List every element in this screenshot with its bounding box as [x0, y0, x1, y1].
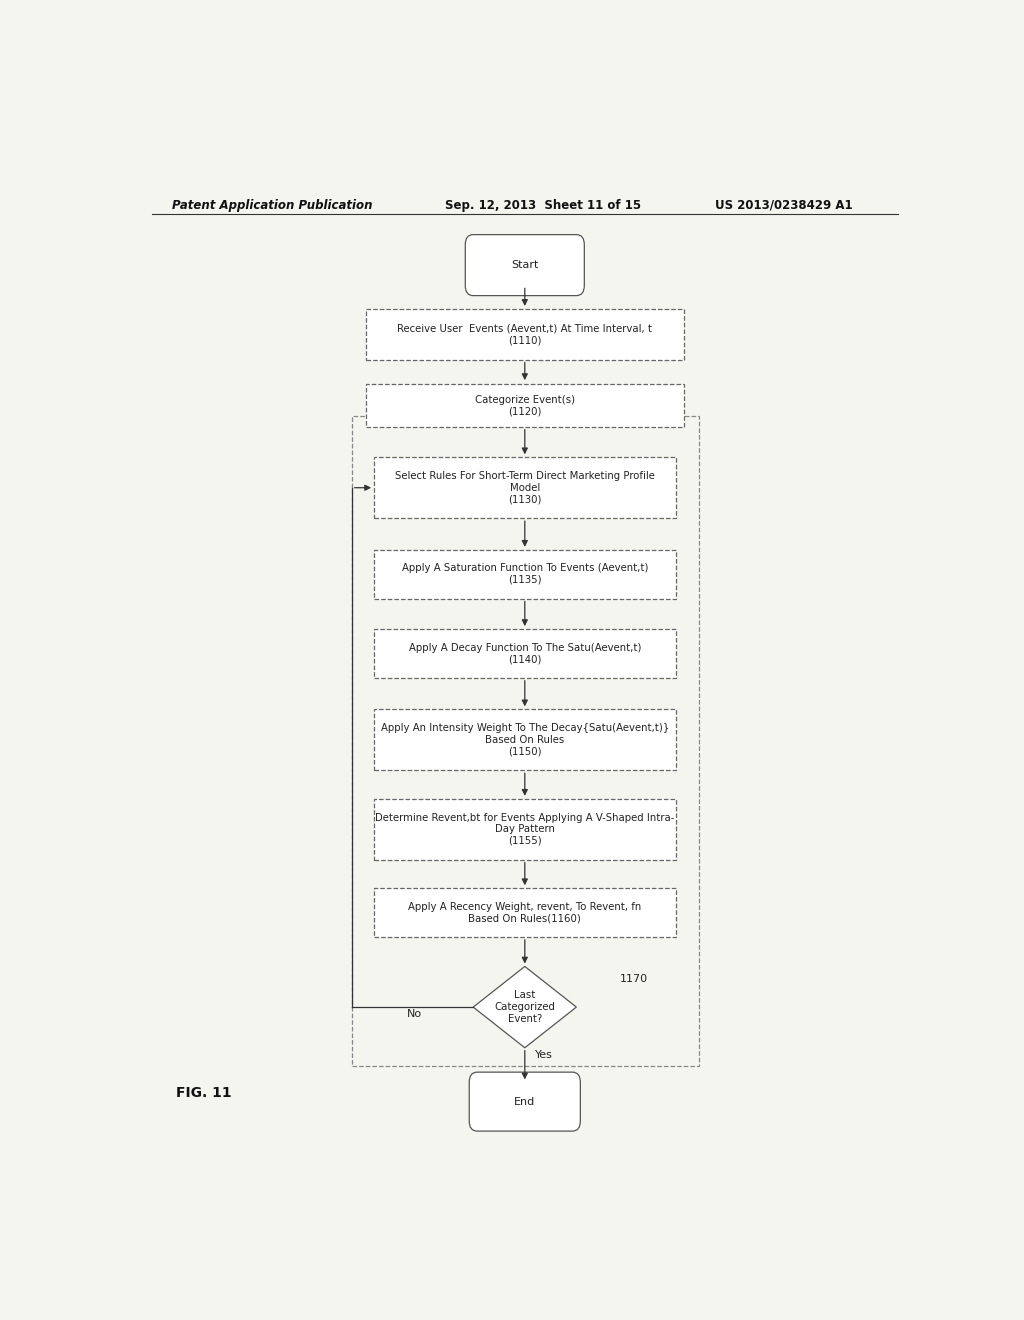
Text: Sep. 12, 2013  Sheet 11 of 15: Sep. 12, 2013 Sheet 11 of 15 [445, 198, 642, 211]
Text: Yes: Yes [536, 1049, 553, 1060]
Text: Select Rules For Short-Term Direct Marketing Profile
Model
(1130): Select Rules For Short-Term Direct Marke… [395, 471, 654, 504]
Text: No: No [408, 1010, 423, 1019]
Bar [374, 888, 676, 937]
Bar [374, 549, 676, 598]
Bar [374, 457, 676, 519]
Text: 1170: 1170 [620, 974, 648, 983]
Text: Patent Application Publication: Patent Application Publication [172, 198, 372, 211]
Text: Receive User  Events (Aevent,t) At Time Interval, t
(1110): Receive User Events (Aevent,t) At Time I… [397, 323, 652, 345]
Bar [367, 384, 684, 428]
Bar [352, 416, 698, 1067]
Text: Apply A Saturation Function To Events (Aevent,t)
(1135): Apply A Saturation Function To Events (A… [401, 564, 648, 585]
Bar [367, 309, 684, 359]
Polygon shape [473, 966, 577, 1048]
Text: Last
Categorized
Event?: Last Categorized Event? [495, 990, 555, 1024]
Text: Apply An Intensity Weight To The Decay{Satu(Aevent,t)}
Based On Rules
(1150): Apply An Intensity Weight To The Decay{S… [381, 723, 669, 756]
Bar [374, 630, 676, 677]
Text: Determine Revent,bt for Events Applying A V-Shaped Intra-
Day Pattern
(1155): Determine Revent,bt for Events Applying … [375, 813, 675, 846]
Text: Categorize Event(s)
(1120): Categorize Event(s) (1120) [475, 395, 574, 416]
Text: End: End [514, 1097, 536, 1106]
Text: US 2013/0238429 A1: US 2013/0238429 A1 [715, 198, 853, 211]
FancyBboxPatch shape [469, 1072, 581, 1131]
Text: Apply A Decay Function To The Satu(Aevent,t)
(1140): Apply A Decay Function To The Satu(Aeven… [409, 643, 641, 664]
FancyBboxPatch shape [465, 235, 585, 296]
Bar [374, 799, 676, 859]
Text: Start: Start [511, 260, 539, 271]
Bar [374, 709, 676, 771]
Text: FIG. 11: FIG. 11 [176, 1086, 231, 1101]
Text: Apply A Recency Weight, revent, To Revent, fn
Based On Rules(1160): Apply A Recency Weight, revent, To Reven… [409, 902, 641, 924]
